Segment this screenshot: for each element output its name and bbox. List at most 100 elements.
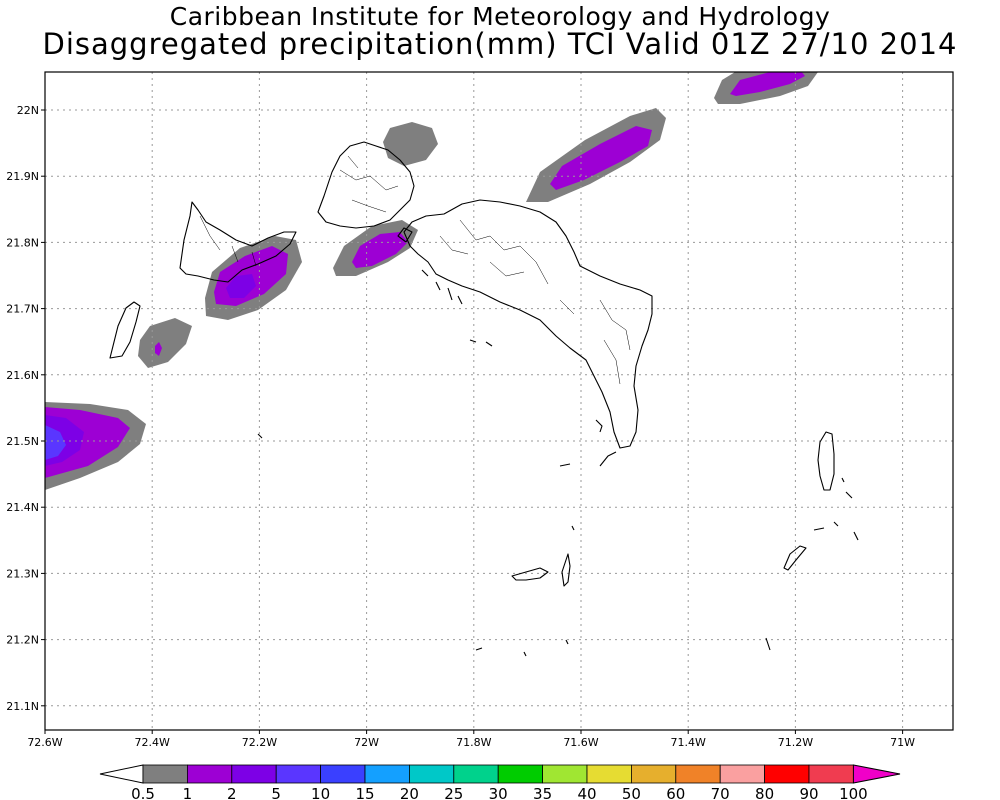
colorbar-swatch <box>364 764 410 784</box>
map-grid <box>45 72 953 730</box>
colorbar-arrow-high <box>852 764 901 784</box>
cays-chain <box>421 269 463 305</box>
colorbar: 0.5 1 2 5 10 15 20 25 30 35 40 50 60 70 80 90 100 <box>99 764 901 800</box>
lat-tick-label: 21.6N <box>6 369 39 382</box>
precip-area-blue <box>45 425 66 460</box>
colorbar-arrow-low <box>99 764 144 784</box>
cay-11 <box>841 477 845 483</box>
island-grand-turk <box>817 431 835 491</box>
colorbar-label: 30 <box>489 785 508 800</box>
cay-12 <box>845 491 853 499</box>
colorbar-swatch <box>186 764 233 784</box>
lon-tick-label: 71W <box>890 736 915 749</box>
lon-tick-label: 71.2W <box>778 736 813 749</box>
precip-area-purple <box>550 126 652 190</box>
colorbar-swatch <box>675 764 721 784</box>
lon-tick-label: 71.8W <box>456 736 491 749</box>
cay-10 <box>565 639 569 645</box>
colorbar-label: 2 <box>227 785 237 800</box>
island-south-caicos-east <box>561 553 571 587</box>
island-salt-cay <box>783 545 807 571</box>
lat-tick-label: 21.9N <box>6 170 39 183</box>
colorbar-swatch <box>808 764 854 784</box>
colorbar-swatch <box>408 764 455 784</box>
precip-area-purple <box>155 342 162 356</box>
lat-tick-label: 21.5N <box>6 435 39 448</box>
cay-15 <box>853 531 859 541</box>
lat-tick-label: 21.2N <box>6 634 39 647</box>
colorbar-label: 80 <box>755 785 774 800</box>
cay-2 <box>485 341 493 347</box>
colorbar-swatch <box>764 764 810 784</box>
lat-tick-label: 21.1N <box>6 700 39 713</box>
cay-7 <box>571 525 575 531</box>
colorbar-label: 0.5 <box>131 785 155 800</box>
colorbar-label: 90 <box>799 785 818 800</box>
lon-tick-label: 72.2W <box>242 736 277 749</box>
coastlines <box>109 141 859 657</box>
colorbar-swatch <box>719 764 766 784</box>
lon-tick-label: 72.4W <box>135 736 170 749</box>
precip-area-violet <box>226 274 256 298</box>
island-middle-caicos <box>403 199 653 449</box>
colorbar-label: 25 <box>444 785 463 800</box>
island-west-caicos <box>109 301 141 359</box>
colorbar-label: 70 <box>711 785 730 800</box>
lat-tick-label: 21.7N <box>6 303 39 316</box>
colorbar-label: 60 <box>666 785 685 800</box>
cay-4 <box>595 419 603 433</box>
lon-tick-label: 72W <box>354 736 379 749</box>
colorbar-swatch <box>586 764 632 784</box>
island-north-caicos <box>317 141 415 229</box>
chart-title-line1: Caribbean Institute for Meteorology and … <box>169 2 831 31</box>
colorbar-swatch <box>497 764 544 784</box>
island-providenciales <box>179 201 297 283</box>
island-north-caicos-interior <box>339 155 399 213</box>
lat-tick-label: 21.8N <box>6 236 39 249</box>
colorbar-swatch <box>453 764 499 784</box>
island-ambergris-cay <box>511 567 549 581</box>
cay-5 <box>599 451 617 467</box>
colorbar-swatch <box>231 764 277 784</box>
lon-tick-label: 71.4W <box>671 736 706 749</box>
colorbar-label: 15 <box>355 785 374 800</box>
island-middle-caicos-interior <box>439 219 631 385</box>
colorbar-label: 20 <box>400 785 419 800</box>
island-providenciales-interior <box>199 215 257 267</box>
lat-tick-label: 21.3N <box>6 567 39 580</box>
cay-9 <box>523 651 527 657</box>
colorbar-swatch <box>275 764 322 784</box>
lat-tick-label: 22N <box>17 104 39 117</box>
cay-16 <box>765 637 771 651</box>
cay-13 <box>813 527 825 531</box>
precipitation-shading <box>45 72 818 490</box>
colorbar-label: 35 <box>533 785 552 800</box>
precip-area-gray <box>383 122 438 166</box>
colorbar-label: 10 <box>311 785 330 800</box>
colorbar-swatch <box>542 764 588 784</box>
precip-area-gray <box>138 318 192 368</box>
colorbar-label: 100 <box>839 785 868 800</box>
lat-tick-label: 21.4N <box>6 501 39 514</box>
precip-area-purple <box>352 232 408 268</box>
colorbar-label: 5 <box>271 785 281 800</box>
map-frame <box>44 71 954 731</box>
colorbar-swatch <box>320 764 366 784</box>
chart-title-line2: Disaggregated precipitation(mm) TCI Vali… <box>42 27 958 61</box>
colorbar-swatch <box>142 764 188 784</box>
lon-tick-label: 71.6W <box>563 736 598 749</box>
colorbar-swatch <box>631 764 677 784</box>
colorbar-label: 40 <box>577 785 596 800</box>
precip-area-purple <box>730 72 805 96</box>
cay-14 <box>833 521 839 527</box>
map-axes: 72.6W 72.4W 72.2W 72W 71.8W 71.6W 71.4W 71.2W 71… <box>6 104 915 749</box>
colorbar-label: 1 <box>183 785 193 800</box>
cay-3 <box>257 433 263 439</box>
cay-8 <box>475 647 483 651</box>
island-middle-caicos-west <box>397 227 413 243</box>
lon-tick-label: 72.6W <box>27 736 62 749</box>
cay-1 <box>469 339 477 343</box>
cay-6 <box>559 463 571 467</box>
colorbar-label: 50 <box>622 785 641 800</box>
